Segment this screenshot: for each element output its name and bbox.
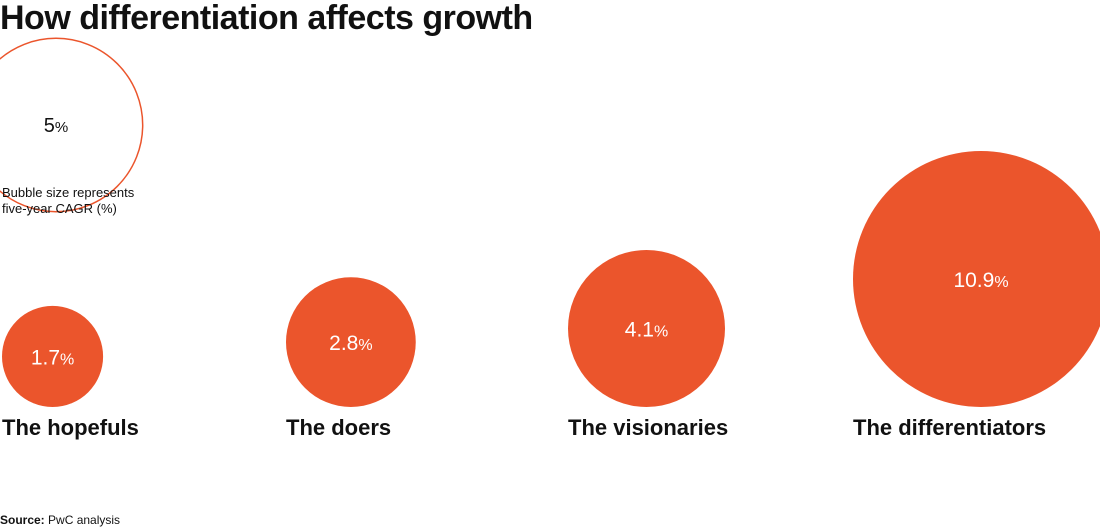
category-label-2: The visionaries <box>568 415 728 440</box>
legend-note: Bubble size represents five-year CAGR (%… <box>2 185 202 217</box>
bubble-value-label-3: 10.9% <box>953 269 1008 292</box>
bubble-3 <box>853 151 1100 407</box>
bubble-0 <box>2 305 104 408</box>
bubble-value-label-2: 4.1% <box>625 318 668 341</box>
bubble-value-label-1: 2.8% <box>329 332 372 355</box>
source-note: Source: PwC analysis <box>0 513 120 527</box>
source-text: PwC analysis <box>48 513 121 527</box>
source-label: Source: <box>0 513 45 527</box>
reference-bubble <box>0 37 144 213</box>
bubble-2 <box>568 249 726 407</box>
reference-bubble-label: 5% <box>44 115 68 137</box>
legend-note-line2: five-year CAGR (%) <box>2 201 117 216</box>
chart-title: How differentiation affects growth <box>0 0 533 37</box>
bubble-value-label-0: 1.7% <box>31 346 74 369</box>
category-label-3: The differentiators <box>853 415 1046 440</box>
category-label-1: The doers <box>286 415 391 440</box>
legend-note-line1: Bubble size represents <box>2 185 135 200</box>
category-label-0: The hopefuls <box>2 415 139 440</box>
bubble-1 <box>286 277 416 407</box>
